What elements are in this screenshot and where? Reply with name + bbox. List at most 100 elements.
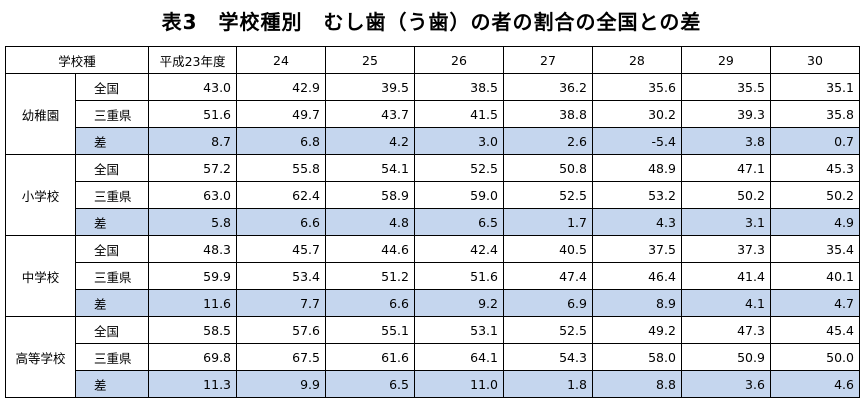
value-cell: 6.5 xyxy=(413,208,504,236)
year-header: 26 xyxy=(413,46,504,74)
value-cell: 36.2 xyxy=(502,73,593,101)
value-cell: 8.7 xyxy=(148,127,238,155)
value-cell: 3.1 xyxy=(680,208,771,236)
value-cell: 55.1 xyxy=(325,316,415,344)
value-cell: 55.8 xyxy=(236,154,326,182)
value-cell: 52.5 xyxy=(502,181,593,209)
value-cell: 59.0 xyxy=(413,181,504,209)
row-label: 全国 xyxy=(74,316,150,344)
value-cell: 49.2 xyxy=(591,316,682,344)
value-cell: 35.6 xyxy=(591,73,682,101)
row-label: 三重県 xyxy=(74,100,150,128)
value-cell: 6.9 xyxy=(502,289,593,317)
value-cell: 62.4 xyxy=(236,181,326,209)
row-label: 差 xyxy=(74,127,150,155)
value-cell: 11.6 xyxy=(148,289,238,317)
value-cell: 45.4 xyxy=(769,316,861,344)
row-label: 三重県 xyxy=(74,343,150,371)
value-cell: 53.4 xyxy=(236,262,326,290)
value-cell: 58.5 xyxy=(148,316,238,344)
value-cell: 58.0 xyxy=(591,343,682,371)
value-cell: 6.5 xyxy=(325,370,415,398)
school-type-cell: 小学校 xyxy=(5,154,76,236)
page-title: 表3 学校種別 むし歯（う歯）の者の割合の全国との差 xyxy=(161,10,702,34)
value-cell: 4.7 xyxy=(769,289,861,317)
value-cell: 37.5 xyxy=(591,235,682,263)
table-row: 中学校 全国 48.3 45.7 44.6 42.4 40.5 37.5 37.3 35.4 xyxy=(5,235,861,317)
row-label: 差 xyxy=(74,370,150,398)
table-row: 高等学校 全国 58.5 57.6 55.1 53.1 52.5 49.2 47.3 45.4 xyxy=(5,316,861,398)
value-cell: 9.9 xyxy=(236,370,326,398)
value-cell: 63.0 xyxy=(148,181,238,209)
table-row: 差 5.8 6.6 4.8 6.5 1.7 4.3 3.1 4.9 xyxy=(6,208,861,236)
year-header: 27 xyxy=(502,46,593,74)
header-row: 学校種 平成23年度 24 25 26 27 28 29 30 xyxy=(4,46,861,74)
value-cell: 49.7 xyxy=(236,100,326,128)
value-cell: -5.4 xyxy=(591,127,682,155)
value-cell: 42.9 xyxy=(236,73,326,101)
value-cell: 57.2 xyxy=(148,154,238,182)
value-cell: 41.5 xyxy=(413,100,504,128)
value-cell: 45.3 xyxy=(769,154,861,182)
value-cell: 53.2 xyxy=(591,181,682,209)
table-row: 小学校 全国 57.2 55.8 54.1 52.5 50.8 48.9 47.1 45.3 xyxy=(5,154,861,236)
year-header: 25 xyxy=(325,46,415,74)
value-cell: 6.6 xyxy=(236,208,326,236)
value-cell: 11.0 xyxy=(413,370,504,398)
value-cell: 50.8 xyxy=(502,154,593,182)
value-cell: 48.9 xyxy=(591,154,682,182)
value-cell: 39.5 xyxy=(325,73,415,101)
table-row: 三重県 59.9 53.4 51.2 51.6 47.4 46.4 41.4 40.1 xyxy=(6,262,861,290)
value-cell: 54.1 xyxy=(325,154,415,182)
row-label: 全国 xyxy=(74,235,150,263)
value-cell: 43.0 xyxy=(148,73,238,101)
value-cell: 67.5 xyxy=(236,343,326,371)
value-cell: 59.9 xyxy=(148,262,238,290)
value-cell: 42.4 xyxy=(413,235,504,263)
value-cell: 53.1 xyxy=(413,316,504,344)
value-cell: 50.2 xyxy=(769,181,861,209)
value-cell: 37.3 xyxy=(680,235,771,263)
value-cell: 50.9 xyxy=(680,343,771,371)
value-cell: 51.6 xyxy=(148,100,238,128)
row-label: 全国 xyxy=(74,154,150,182)
value-cell: 52.5 xyxy=(502,316,593,344)
value-cell: 43.7 xyxy=(325,100,415,128)
value-cell: 4.6 xyxy=(769,370,861,398)
value-cell: 35.5 xyxy=(680,73,771,101)
table-row: 三重県 69.8 67.5 61.6 64.1 54.3 58.0 50.9 50.0 xyxy=(6,343,861,371)
value-cell: 57.6 xyxy=(236,316,326,344)
value-cell: 58.9 xyxy=(325,181,415,209)
value-cell: 35.1 xyxy=(769,73,861,101)
value-cell: 61.6 xyxy=(325,343,415,371)
value-cell: 35.8 xyxy=(769,100,861,128)
value-cell: 4.2 xyxy=(325,127,415,155)
value-cell: 4.1 xyxy=(680,289,771,317)
value-cell: 35.4 xyxy=(769,235,861,263)
school-type-cell: 高等学校 xyxy=(5,316,76,398)
row-label: 差 xyxy=(74,208,150,236)
value-cell: 7.7 xyxy=(236,289,326,317)
row-label: 全国 xyxy=(74,73,150,101)
value-cell: 38.5 xyxy=(413,73,504,101)
year-header: 平成23年度 xyxy=(148,46,238,74)
table-row: 差 11.6 7.7 6.6 9.2 6.9 8.9 4.1 4.7 xyxy=(6,289,861,317)
value-cell: 40.5 xyxy=(502,235,593,263)
value-cell: 0.7 xyxy=(769,127,861,155)
school-type-cell: 中学校 xyxy=(5,235,76,317)
value-cell: 64.1 xyxy=(413,343,504,371)
school-type-header: 学校種 xyxy=(4,46,150,74)
value-cell: 38.8 xyxy=(502,100,593,128)
row-label: 三重県 xyxy=(74,262,150,290)
table-row: 三重県 63.0 62.4 58.9 59.0 52.5 53.2 50.2 50.2 xyxy=(6,181,861,209)
value-cell: 3.0 xyxy=(413,127,504,155)
value-cell: 30.2 xyxy=(591,100,682,128)
value-cell: 44.6 xyxy=(325,235,415,263)
year-header: 24 xyxy=(236,46,326,74)
value-cell: 47.4 xyxy=(502,262,593,290)
value-cell: 6.6 xyxy=(325,289,415,317)
value-cell: 47.1 xyxy=(680,154,771,182)
table-body: 幼稚園 全国 43.0 42.9 39.5 38.5 36.2 35.6 35.5 35.1 三重県… xyxy=(5,73,861,398)
value-cell: 1.7 xyxy=(502,208,593,236)
table-row: 差 11.3 9.9 6.5 11.0 1.8 8.8 3.6 4.6 xyxy=(6,370,861,398)
